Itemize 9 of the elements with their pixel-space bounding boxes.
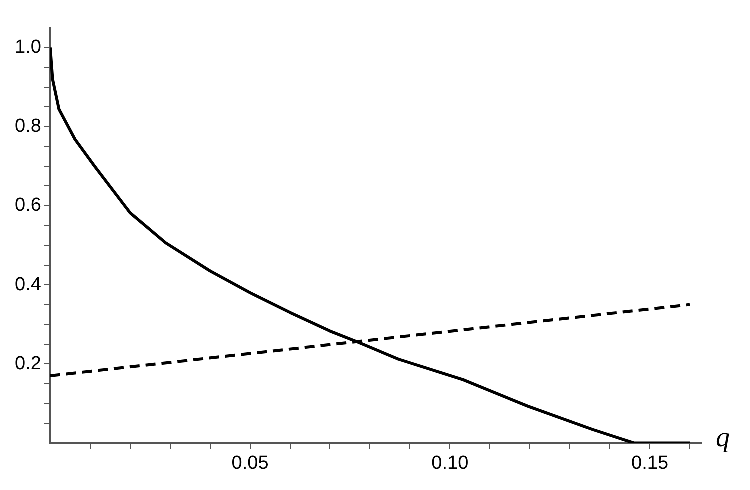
- x-tick-label: 0.05: [232, 452, 269, 474]
- y-tick-label: 0.8: [14, 116, 42, 138]
- x-tick-label: 0.15: [632, 452, 669, 474]
- y-tick-label: 0.6: [14, 195, 42, 216]
- y-tick-label: 1.0: [14, 37, 42, 58]
- x-axis-title: q: [716, 422, 730, 454]
- y-tick-label: 0.2: [14, 353, 42, 374]
- y-tick-label: 0.4: [14, 274, 42, 296]
- x-tick-label: 0.10: [432, 452, 469, 474]
